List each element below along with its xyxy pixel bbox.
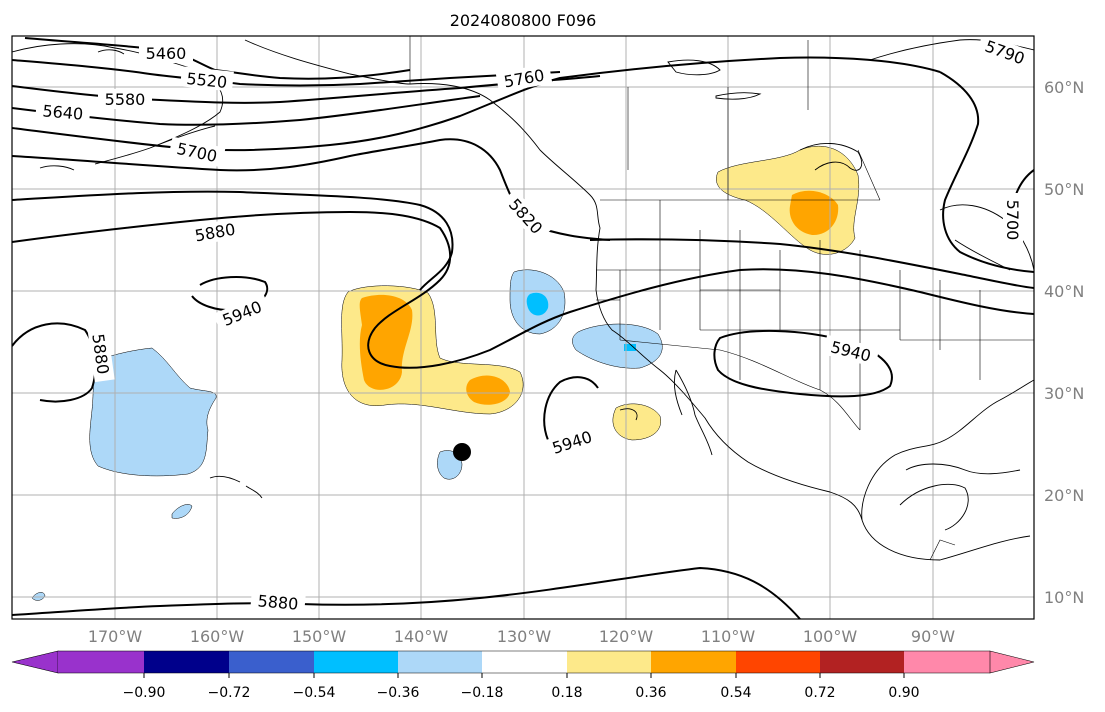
colorbar-segment — [398, 651, 482, 673]
lat-label: 20°N — [1044, 486, 1084, 505]
lon-label: 100°W — [803, 627, 858, 646]
lat-label: 30°N — [1044, 384, 1084, 403]
figure-title: 2024080800 F096 — [450, 11, 597, 30]
colorbar-segment — [736, 651, 820, 673]
lat-label: 40°N — [1044, 282, 1084, 301]
lon-label: 120°W — [599, 627, 654, 646]
positive-anomaly-core — [789, 190, 839, 236]
lon-label: 170°W — [88, 627, 143, 646]
station-marker — [453, 443, 471, 461]
colorbar-min-extension — [11, 650, 59, 674]
latitude-labels: 60°N 50°N 40°N 30°N 20°N 10°N — [1044, 78, 1084, 607]
political-borders — [409, 36, 1034, 561]
contour-label: 5520 — [186, 69, 228, 92]
colorbar-ticks — [143, 673, 905, 678]
colorbar-tick-label: −0.54 — [293, 685, 336, 701]
negative-anomaly-area — [171, 504, 193, 519]
colorbar-segment — [144, 651, 229, 673]
contour-label: 5640 — [42, 101, 84, 123]
colorbar-tick-label: −0.90 — [123, 685, 166, 701]
colorbar-tick-label: 0.54 — [720, 685, 751, 701]
lon-label: 110°W — [701, 627, 756, 646]
negative-anomaly-area — [31, 592, 46, 601]
colorbar-tick-label: 0.72 — [804, 685, 835, 701]
colorbar-max-extension — [989, 650, 1035, 674]
colorbar-tick-label: 0.36 — [635, 685, 666, 701]
map-frame — [11, 35, 1035, 620]
lat-label: 50°N — [1044, 180, 1084, 199]
negative-anomaly-area — [89, 347, 217, 477]
colorbar-tick-label: −0.18 — [461, 685, 504, 701]
colorbar-segment — [820, 651, 904, 673]
colorbar-segment — [58, 651, 144, 673]
colorbar-segment — [482, 651, 567, 673]
lon-label: 160°W — [190, 627, 245, 646]
lon-label: 150°W — [292, 627, 347, 646]
colorbar-segment — [229, 651, 314, 673]
anomaly-shading — [31, 145, 860, 601]
contour-label: 5460 — [146, 44, 187, 63]
colorbar-tick-label: 0.90 — [888, 685, 919, 701]
contour-label: 5700 — [1003, 200, 1022, 241]
colorbar-segment — [904, 651, 990, 673]
colorbar-tick-label: 0.18 — [551, 685, 582, 701]
coastlines — [12, 39, 1034, 561]
contour-label: 5880 — [257, 591, 299, 613]
lat-label: 10°N — [1044, 588, 1084, 607]
negative-anomaly-core — [526, 292, 549, 316]
colorbar-tick-labels: −0.90 −0.72 −0.54 −0.36 −0.18 0.18 0.36 … — [123, 685, 920, 701]
colorbar-segment — [314, 651, 398, 673]
positive-anomaly-area — [612, 403, 662, 441]
colorbar-segment — [651, 651, 736, 673]
colorbar-tick-label: −0.36 — [377, 685, 420, 701]
contour-label: 5580 — [105, 90, 146, 109]
lon-label: 90°W — [911, 627, 955, 646]
colorbar-tick-label: −0.72 — [208, 685, 251, 701]
colorbar: −0.90 −0.72 −0.54 −0.36 −0.18 0.18 0.36 … — [11, 650, 1035, 701]
longitude-labels: 170°W 160°W 150°W 140°W 130°W 120°W 110°… — [88, 627, 955, 646]
negative-anomaly-area — [572, 323, 663, 369]
lat-label: 60°N — [1044, 78, 1084, 97]
positive-anomaly-core — [466, 375, 510, 405]
lon-label: 130°W — [497, 627, 552, 646]
lon-label: 140°W — [394, 627, 449, 646]
negative-anomaly-core — [624, 344, 636, 351]
map-panel: 5460 5520 5580 5640 5700 5760 5790 5820 … — [11, 33, 1035, 620]
positive-anomaly-core — [359, 294, 413, 390]
colorbar-segment — [567, 651, 651, 673]
